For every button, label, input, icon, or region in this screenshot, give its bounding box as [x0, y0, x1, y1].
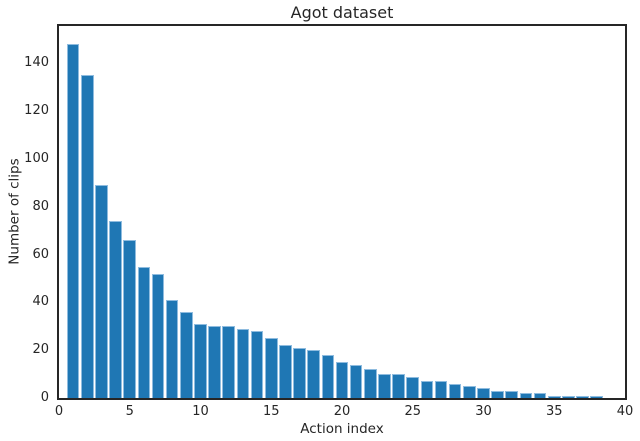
bar [448, 383, 462, 398]
bar [576, 395, 589, 398]
bar [264, 338, 278, 398]
y-tick-label: 140 [24, 55, 49, 71]
bar [477, 388, 490, 398]
x-tick-label: 5 [125, 404, 134, 419]
x-tick-label: 30 [475, 404, 492, 419]
bar [180, 311, 193, 398]
y-tick-label: 120 [24, 103, 49, 119]
bar [208, 326, 221, 398]
y-tick-label: 0 [40, 390, 49, 405]
bar [222, 326, 236, 398]
x-tick-label: 20 [333, 404, 351, 419]
bar [547, 395, 561, 398]
bar [491, 390, 504, 398]
bar [194, 323, 207, 398]
bar [363, 369, 377, 398]
bar [420, 381, 434, 398]
bar [349, 364, 363, 398]
bar [66, 44, 80, 398]
x-axis-label: Action index [300, 421, 384, 437]
bar [293, 347, 306, 398]
bar [590, 395, 603, 398]
bar [137, 266, 151, 398]
x-tick-label: 40 [616, 404, 634, 419]
bar [505, 390, 519, 398]
chart-title: Agot dataset [290, 3, 394, 22]
bar [533, 393, 547, 398]
bar [95, 185, 108, 398]
bar [463, 386, 476, 398]
bar [434, 381, 448, 398]
bar [250, 331, 264, 398]
bar [165, 300, 179, 398]
bar [123, 240, 137, 398]
y-tick-label: 100 [24, 150, 49, 166]
y-tick-label: 20 [32, 342, 49, 358]
x-tick-label: 35 [546, 404, 563, 419]
x-tick-label: 25 [404, 404, 422, 419]
x-tick-label: 10 [192, 404, 209, 419]
bar [279, 345, 292, 398]
bar [519, 393, 533, 398]
y-tick-label: 80 [32, 198, 49, 214]
bar [307, 350, 320, 398]
bar [562, 395, 575, 398]
plot-area [57, 24, 627, 400]
bar [321, 355, 335, 398]
y-tick-label: 60 [32, 246, 49, 262]
bar [109, 221, 122, 398]
bar [80, 75, 94, 398]
x-tick-label: 0 [54, 404, 64, 419]
x-tick-label: 15 [263, 404, 280, 419]
bar [236, 328, 250, 398]
bar [335, 362, 349, 398]
bar [151, 273, 165, 398]
y-axis-label: Number of clips [6, 158, 23, 265]
bar [392, 374, 405, 398]
bar [406, 376, 420, 398]
y-tick-label: 40 [32, 294, 49, 310]
bar [378, 374, 391, 398]
